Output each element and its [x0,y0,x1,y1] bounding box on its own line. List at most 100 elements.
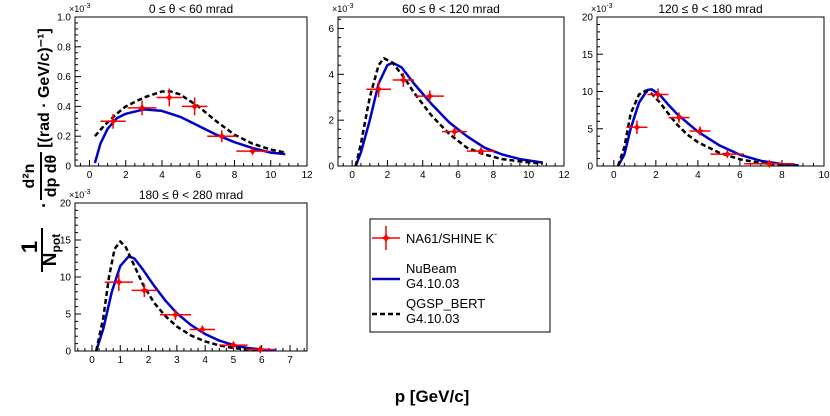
ylabel-numerator: d²n [21,164,38,189]
x-tick-label: 0 [87,170,93,181]
y-tick-label: 20 [60,199,72,210]
x-tick-label: 4 [202,355,208,366]
y-tick-label: 0.8 [57,42,71,53]
data-point [626,120,648,134]
x-tick-label: 6 [737,170,743,181]
qgsp-bert-curve [93,90,286,154]
y-tick-label: 0.2 [57,132,71,143]
y-tick-label: 10 [60,273,72,284]
x-tick-label: 0 [349,170,355,181]
data-point [100,113,126,129]
data-point [104,273,133,292]
y-tick-label: 20 [582,13,594,24]
data-point [207,130,237,143]
y-tick-label: 5 [587,124,593,135]
legend-nubeam-label2: G4.10.03 [406,276,460,291]
x-tick-label: 10 [265,170,277,181]
data-point-marker [695,126,705,136]
x-tick-label: 12 [558,170,570,181]
data-point-marker [248,146,258,156]
legend-entry-nubeam: NuBeam G4.10.03 [372,261,460,291]
x-tick-label: 4 [159,170,165,181]
global-x-label: p [GeV/c] [395,387,470,406]
x-tick-label: 8 [779,170,785,181]
data-point-marker [108,116,118,126]
legend-entry-qgsp: QGSP_BERT G4.10.03 [372,296,485,326]
y-tick-label: 0.6 [57,72,71,83]
nubeam-curve [93,108,286,164]
panel-title: 180 ≤ θ < 280 mrad [139,188,243,202]
global-y-label: 1 Npot · d²n dp dθ [(rad · GeV/c)⁻¹] [17,28,63,272]
data-point-marker [190,101,200,111]
x-tick-label: 4 [695,170,701,181]
legend-entry-data: NA61/SHINE K- [372,226,497,250]
x-tick-label: 3 [174,355,180,366]
legend-data-marker [381,233,391,243]
data-point-marker [450,127,460,137]
x-tick-label: 0 [89,355,95,366]
y-exponent-label: ×10-3 [69,3,91,14]
data-point-marker [476,146,486,156]
y-tick-label: 0 [587,162,593,173]
data-point-marker [764,159,774,169]
data-point-marker [653,89,663,99]
y-tick-label: 2 [328,116,334,127]
data-point [156,88,182,107]
y-tick-label: 15 [582,50,594,61]
data-point-marker [722,149,732,159]
data-point-marker [137,103,147,113]
y-tick-label: 4 [328,70,334,81]
x-tick-label: 10 [818,170,830,181]
y-exponent-label: ×10-3 [591,3,613,14]
data-point [392,73,414,87]
qgsp-bert-curve [94,240,262,351]
x-tick-label: 0 [611,170,617,181]
ylabel-npot: Npot [40,234,63,266]
y-tick-label: 0 [328,162,334,173]
data-point [647,88,669,101]
data-point [668,112,690,123]
legend: NA61/SHINE K- NuBeam G4.10.03 QGSP_BERT … [369,218,551,333]
ylabel-dot: · [34,202,54,208]
panel-120-180-mrad: 120 ≤ θ < 180 mrad ×10-3 0 2 4 6 8 10 0 5 10 15 20 [582,2,830,181]
data-point [689,126,711,136]
data-point [442,127,467,137]
data-point-marker [228,340,238,350]
x-tick-label: 6 [195,170,201,181]
data-point-marker [374,84,384,94]
legend-data-label: NA61/SHINE K- [406,229,497,246]
data-point [189,325,216,335]
nubeam-curve [95,255,276,351]
panel-60-120-mrad: 60 ≤ θ < 120 mrad ×10-3 0 2 4 6 8 10 12 0 2 4 6 [328,2,570,181]
x-tick-label: 2 [385,170,391,181]
x-tick-label: 2 [123,170,129,181]
x-tick-label: 10 [523,170,535,181]
data-point [131,283,158,297]
x-tick-label: 2 [146,355,152,366]
x-tick-label: 2 [653,170,659,181]
x-tick-label: 8 [491,170,497,181]
x-tick-label: 12 [301,170,313,181]
data-point [181,97,208,116]
panel-title: 60 ≤ θ < 120 mrad [402,2,500,16]
data-point-marker [398,75,408,85]
panel-180-280-mrad: 180 ≤ θ < 280 mrad ×10-3 0 1 2 3 4 5 6 7 0 5 10 15 20 [60,188,308,366]
data-point-marker [164,92,174,102]
ylabel-one: 1 [17,241,42,253]
panel-0-60-mrad: 0 ≤ θ < 60 mrad ×10-3 0 2 4 6 8 10 12 0 0.2 0.4 0.6 0… [57,2,313,181]
qgsp-bert-curve [616,89,799,166]
data-point [219,340,248,350]
data-point [710,149,745,159]
y-tick-label: 10 [582,87,594,98]
x-tick-label: 7 [287,355,293,366]
x-tick-label: 1 [117,355,123,366]
qgsp-bert-curve [354,57,543,166]
panel-title: 0 ≤ θ < 60 mrad [149,2,233,16]
nubeam-curve [616,88,799,166]
data-point [415,90,444,102]
y-tick-label: 1.0 [57,13,71,24]
legend-qgsp-label2: G4.10.03 [406,311,460,326]
data-point-marker [425,91,435,101]
data-point [127,100,157,116]
